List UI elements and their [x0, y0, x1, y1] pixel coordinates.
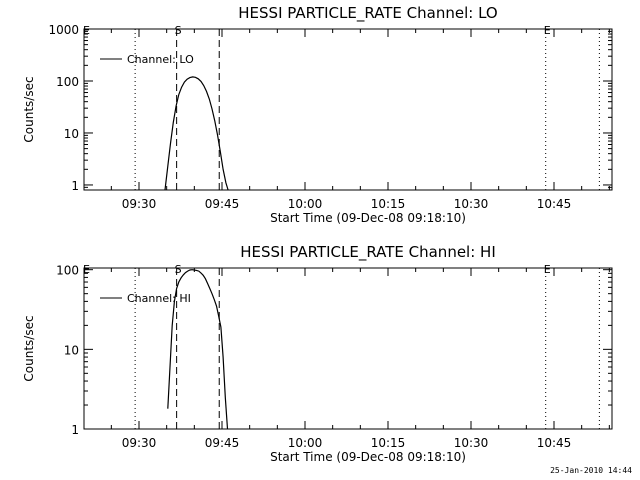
y-axis-label-0: Counts/sec — [22, 76, 36, 142]
y-tick-label: 10 — [64, 343, 79, 357]
x-tick-label: 10:45 — [537, 197, 572, 211]
x-tick-label: 10:30 — [454, 436, 489, 450]
y-tick-label: 100 — [56, 264, 79, 278]
chart-title-1: HESSI PARTICLE_RATE Channel: HI — [240, 243, 496, 262]
y-tick-label: 1000 — [48, 23, 79, 37]
event-marker-label: E — [83, 24, 90, 37]
y-tick-label: 10 — [64, 127, 79, 141]
event-marker-label: E — [83, 263, 90, 276]
x-tick-label: 10:45 — [537, 436, 572, 450]
x-axis-label-0: Start Time (09-Dec-08 09:18:10) — [270, 211, 466, 225]
x-tick-label: 10:15 — [371, 197, 406, 211]
x-tick-label: 10:30 — [454, 197, 489, 211]
x-tick-label: 09:30 — [122, 436, 157, 450]
legend-label-1: Channel: HI — [127, 292, 191, 305]
event-marker-label: E — [544, 24, 551, 37]
legend-label-0: Channel: LO — [127, 53, 194, 66]
footer-timestamp: 25-Jan-2010 14:44 — [550, 466, 632, 475]
x-tick-label: 09:30 — [122, 197, 157, 211]
x-tick-label: 10:00 — [288, 436, 323, 450]
event-marker-label: S — [175, 263, 182, 276]
data-series-1 — [167, 269, 229, 430]
y-axis-label-1: Counts/sec — [22, 315, 36, 381]
x-tick-label: 09:45 — [205, 436, 240, 450]
x-tick-label: 09:45 — [205, 197, 240, 211]
event-marker-label: E — [544, 263, 551, 276]
event-marker-label: S — [175, 24, 182, 37]
y-tick-label: 1 — [71, 179, 79, 193]
x-tick-label: 10:15 — [371, 436, 406, 450]
y-tick-label: 1 — [71, 423, 79, 437]
plot-frame-1 — [83, 267, 613, 430]
data-series-0 — [164, 76, 229, 191]
y-tick-label: 100 — [56, 75, 79, 89]
x-axis-label-1: Start Time (09-Dec-08 09:18:10) — [270, 450, 466, 464]
x-tick-label: 10:00 — [288, 197, 323, 211]
plot-frame-0 — [83, 28, 613, 191]
chart-title-0: HESSI PARTICLE_RATE Channel: LO — [238, 4, 497, 23]
